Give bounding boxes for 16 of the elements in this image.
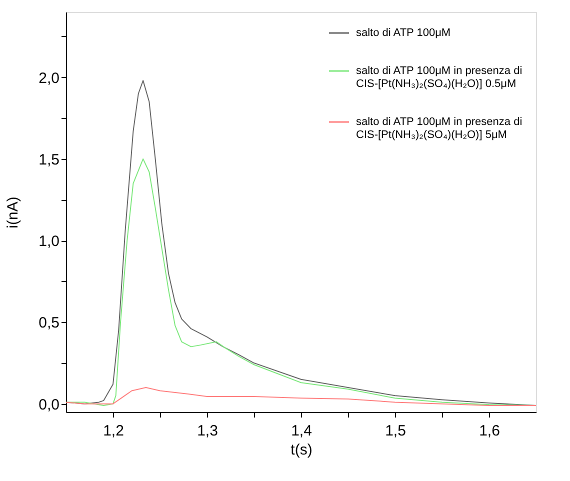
legend-label: salto di ATP 100μM in presenza di CIS-[Pt(NH₃)₂(SO₄)(H₂O)] 0.5μM: [356, 65, 522, 90]
legend-label: salto di ATP 100μM: [356, 27, 451, 39]
x-axis-title: t(s): [290, 442, 312, 458]
y-axis-title: i(nA): [4, 196, 22, 228]
legend-label: salto di ATP 100μM in presenza di CIS-[Pt(NH₃)₂(SO₄)(H₂O)] 5μM: [356, 116, 522, 141]
line-series: [66, 387, 536, 406]
y-tick-label: 0,5: [38, 314, 60, 332]
y-tick-label: 1,5: [38, 151, 60, 168]
x-tick-label: 1,4: [291, 422, 312, 440]
x-tick-label: 1,6: [479, 422, 500, 440]
y-tick-label: 2,0: [38, 70, 60, 87]
x-tick-label: 1,3: [197, 422, 218, 440]
y-tick-label: 0,0: [38, 396, 60, 414]
y-tick-label: 1,0: [38, 233, 60, 250]
x-tick-label: 1,5: [385, 422, 406, 440]
x-tick-label: 1,2: [103, 422, 124, 440]
